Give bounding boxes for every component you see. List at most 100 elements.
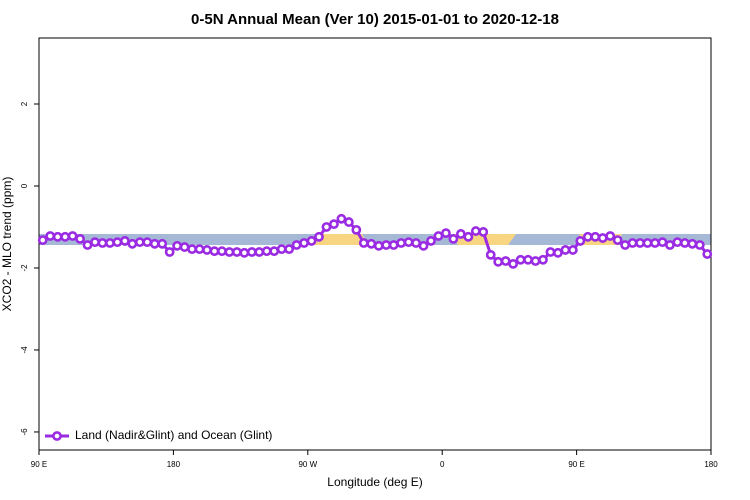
data-point (426, 236, 436, 246)
data-point (358, 238, 369, 248)
data-point (567, 245, 578, 255)
data-point (515, 254, 526, 265)
data-point (37, 235, 48, 246)
data-point (224, 247, 235, 257)
legend-label: Land (Nadir&Glint) and Ocean (Glint) (75, 428, 272, 442)
x-tick-label: 90 E (568, 460, 584, 469)
data-point (366, 238, 377, 249)
data-point (149, 238, 160, 249)
data-point (45, 231, 56, 241)
data-point (560, 245, 571, 255)
data-point (329, 219, 339, 230)
data-point (620, 240, 631, 250)
data-point (672, 237, 683, 248)
data-point (217, 246, 227, 257)
land-band (312, 234, 368, 245)
data-point (702, 249, 713, 259)
data-point (284, 244, 295, 255)
data-point (381, 240, 392, 250)
data-point (299, 238, 309, 248)
data-point (575, 236, 586, 246)
y-tick-label: -2 (20, 264, 29, 272)
data-point (373, 240, 384, 251)
data-point (657, 237, 668, 248)
y-tick-label: -4 (20, 346, 29, 354)
data-point (687, 238, 698, 249)
data-point (448, 233, 459, 244)
data-point (635, 238, 645, 248)
data-point (590, 231, 601, 242)
data-point (679, 238, 690, 248)
data-point (500, 256, 511, 266)
data-point (246, 247, 257, 257)
x-tick-label: 0 (440, 460, 445, 469)
data-point (642, 238, 653, 248)
data-point (396, 238, 407, 248)
data-point (694, 240, 705, 250)
x-tick-label: 180 (704, 460, 718, 469)
data-point (179, 242, 190, 252)
data-point (463, 231, 474, 242)
data-point (582, 231, 593, 242)
data-point (202, 245, 212, 255)
data-point (269, 246, 280, 257)
y-axis-label: XCO2 - MLO trend (ppm) (0, 177, 14, 312)
data-point (493, 256, 504, 267)
legend-marker (52, 431, 62, 441)
data-point (276, 244, 287, 255)
x-tick-label: 90 E (31, 460, 47, 469)
data-point (314, 231, 324, 242)
data-point (261, 246, 272, 257)
data-point (321, 222, 332, 232)
data-point (605, 231, 616, 241)
data-point (60, 231, 71, 242)
y-tick-label: 0 (20, 183, 29, 188)
data-point (67, 231, 78, 241)
data-point (157, 238, 168, 249)
data-point (119, 236, 130, 246)
data-point (612, 235, 623, 246)
data-point (455, 229, 466, 239)
data-point (627, 238, 638, 248)
x-tick-label: 180 (167, 460, 181, 469)
data-point (403, 237, 414, 248)
data-point (231, 247, 242, 257)
data-point (553, 247, 563, 258)
x-tick-label: 90 W (298, 460, 317, 469)
chart-title: 0-5N Annual Mean (Ver 10) 2015-01-01 to … (191, 11, 559, 28)
plot-frame (38, 37, 712, 451)
data-point (478, 227, 489, 237)
data-point (485, 249, 496, 260)
data-point (52, 231, 63, 242)
data-point (194, 244, 205, 255)
data-point (172, 240, 183, 251)
y-tick-label: 2 (20, 101, 29, 106)
data-point (388, 240, 399, 250)
y-tick-label: -6 (20, 428, 29, 436)
data-point (411, 238, 421, 248)
ocean-band (39, 234, 711, 245)
data-point (530, 256, 541, 266)
data-point (545, 247, 556, 257)
data-point (523, 254, 533, 265)
data-point (291, 240, 302, 250)
data-point (597, 233, 608, 243)
data-point (470, 226, 481, 236)
data-point (97, 238, 108, 248)
data-point (239, 247, 250, 258)
data-point (650, 238, 660, 248)
data-point (142, 237, 153, 248)
data-point (336, 213, 347, 224)
data-point (351, 224, 362, 235)
data-point (665, 240, 675, 250)
data-point (164, 247, 175, 257)
data-point (508, 258, 519, 269)
data-point (418, 240, 429, 251)
data-point (254, 247, 265, 257)
data-point (82, 240, 93, 250)
data-point (538, 254, 548, 265)
data-point (441, 228, 451, 239)
data-point (433, 231, 444, 241)
data-point (75, 233, 85, 244)
data-point (187, 244, 197, 255)
